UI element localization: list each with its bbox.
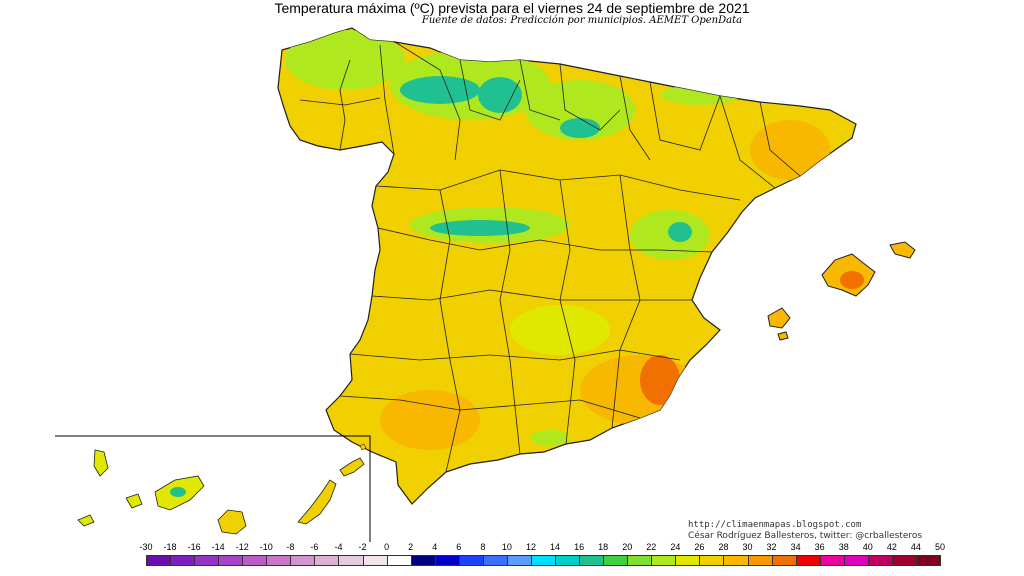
legend-label: -16 xyxy=(187,542,201,552)
legend-label: -4 xyxy=(334,542,343,552)
legend-swatch xyxy=(362,555,388,566)
legend-label: 14 xyxy=(550,542,561,552)
legend-swatch xyxy=(675,555,701,566)
blog-url: http://climaenmapas.blogspot.com xyxy=(688,520,862,530)
legend-label: -18 xyxy=(163,542,177,552)
legend-swatch xyxy=(242,555,268,566)
legend-label: 42 xyxy=(886,542,897,552)
legend-swatch xyxy=(603,555,629,566)
legend-label: -8 xyxy=(286,542,295,552)
legend-swatch xyxy=(194,555,220,566)
legend-swatch xyxy=(386,555,412,566)
menorca-island xyxy=(889,241,916,259)
la-gomera-island xyxy=(125,493,143,509)
legend-label: 12 xyxy=(525,542,536,552)
legend-label: 4 xyxy=(432,542,438,552)
legend-label: 6 xyxy=(456,542,462,552)
legend-label: 30 xyxy=(742,542,753,552)
legend-swatch xyxy=(819,555,845,566)
legend-swatch xyxy=(338,555,364,566)
legend-swatch xyxy=(458,555,484,566)
legend-swatch xyxy=(506,555,532,566)
legend-swatch xyxy=(146,555,172,566)
lanzarote-island xyxy=(339,457,365,477)
map-subtitle: Fuente de datos: Predicción por municipi… xyxy=(0,15,1024,26)
data-source-text: Fuente de datos: Predicción por municipi… xyxy=(421,15,743,26)
map-title: Temperatura máxima (ºC) prevista para el… xyxy=(274,0,750,16)
legend-label: 22 xyxy=(646,542,657,552)
legend-label: -10 xyxy=(259,542,273,552)
gran-canaria-island xyxy=(217,509,247,535)
legend-label: 28 xyxy=(718,542,729,552)
legend-swatch xyxy=(795,555,821,566)
legend-swatch xyxy=(747,555,773,566)
legend-swatch xyxy=(771,555,797,566)
legend-swatch xyxy=(651,555,677,566)
legend-swatch xyxy=(699,555,725,566)
legend-swatch xyxy=(627,555,653,566)
author-credit: César Rodríguez Ballesteros, twitter: @c… xyxy=(688,531,923,541)
legend-swatch xyxy=(891,555,917,566)
legend-swatch xyxy=(482,555,508,566)
legend-label: -14 xyxy=(211,542,225,552)
legend-label: 44 xyxy=(910,542,921,552)
legend-swatch xyxy=(434,555,460,566)
canary-inset-frame xyxy=(55,435,371,542)
legend-label: 34 xyxy=(790,542,801,552)
legend-swatch xyxy=(843,555,869,566)
legend-label: 38 xyxy=(838,542,849,552)
legend-label: 32 xyxy=(766,542,777,552)
legend-swatch xyxy=(410,555,436,566)
legend-swatch xyxy=(530,555,557,566)
formentera-island xyxy=(777,331,789,341)
legend-label: 18 xyxy=(598,542,609,552)
legend-swatch xyxy=(555,555,581,566)
legend-swatch xyxy=(218,555,244,566)
legend-label: 8 xyxy=(480,542,486,552)
la-graciosa-island xyxy=(359,443,367,451)
legend-label: -30 xyxy=(139,542,153,552)
legend-swatch xyxy=(290,555,316,566)
legend-label: -6 xyxy=(310,542,319,552)
legend-label: -12 xyxy=(235,542,249,552)
legend-label: 40 xyxy=(862,542,873,552)
fuerteventura-island xyxy=(297,479,337,525)
legend-swatch xyxy=(579,555,605,566)
credits: http://climaenmapas.blogspot.com César R… xyxy=(688,520,922,542)
legend-label: 20 xyxy=(622,542,633,552)
legend-swatch xyxy=(170,555,196,566)
legend-label: 16 xyxy=(574,542,585,552)
legend-label: 24 xyxy=(670,542,681,552)
temperature-zones xyxy=(285,30,830,450)
el-hierro-island xyxy=(77,514,95,527)
legend-label: 2 xyxy=(408,542,414,552)
province-borders xyxy=(299,41,801,473)
legend-label: 36 xyxy=(814,542,825,552)
legend-label: 50 xyxy=(934,542,946,552)
legend-label: 10 xyxy=(501,542,512,552)
legend-label: 26 xyxy=(694,542,705,552)
legend-swatch xyxy=(915,555,941,566)
legend-swatch xyxy=(867,555,893,566)
legend-label: 0 xyxy=(384,542,390,552)
legend-swatch xyxy=(723,555,749,566)
color-legend: -30 -18 -16 -14 -12 -10 -8 -6 -4 -2 0 2 4 6 8 10 12 14 16 1… xyxy=(0,542,1024,576)
legend-label: -2 xyxy=(358,542,367,552)
legend-swatch xyxy=(266,555,292,566)
legend-swatch xyxy=(314,555,340,566)
la-palma-island xyxy=(93,449,109,477)
ibiza-island xyxy=(767,307,791,329)
